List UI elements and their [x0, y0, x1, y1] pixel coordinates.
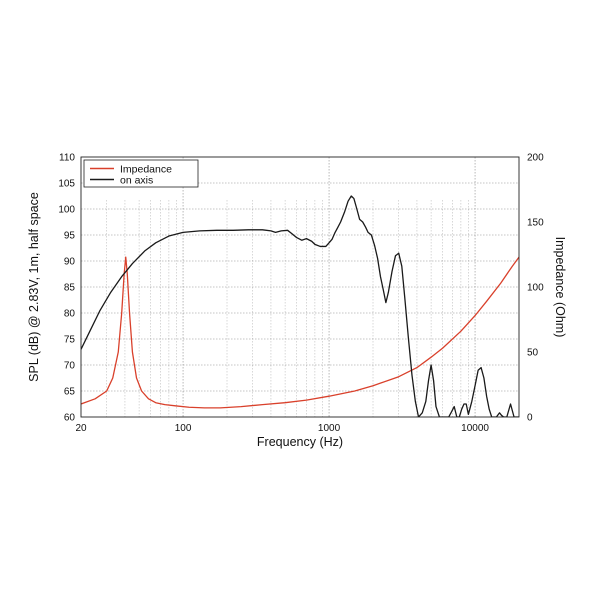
y-tick-label: 75: [64, 335, 76, 346]
x-tick-label: 1000: [318, 423, 341, 434]
tick-labels: 60 65 70 75 80 85 90 95 100 105 110 0 50 100 150 200 20 1…: [58, 153, 544, 435]
y2-tick-label: 0: [527, 413, 533, 424]
legend-label-on-axis: on axis: [120, 174, 153, 186]
legend-box: [83, 159, 199, 188]
plot-frame: [80, 156, 520, 418]
y-tick-label: 110: [59, 153, 75, 164]
series-line-on-axis: [81, 195, 519, 417]
x-tick-label: 20: [75, 423, 87, 434]
y-tick-label: 80: [64, 309, 76, 320]
x-tick-label: 10000: [461, 423, 489, 434]
y-tick-label: 60: [64, 413, 76, 424]
legend: Impedance on axis: [83, 159, 199, 188]
series-layer: [81, 195, 519, 417]
y2-tick-label: 50: [527, 348, 539, 359]
y-tick-label: 105: [58, 179, 75, 190]
y2-tick-label: 100: [527, 283, 544, 294]
x-tick-label: 100: [175, 423, 192, 434]
legend-label-impedance: Impedance: [120, 163, 172, 175]
y2-axis-title: Impedance (Ohm): [553, 237, 567, 338]
grid-lines: [81, 157, 519, 417]
y-tick-label: 70: [64, 361, 76, 372]
y-tick-label: 100: [58, 205, 75, 216]
series-line-impedance: [81, 256, 519, 409]
x-axis-title: Frequency (Hz): [257, 435, 343, 449]
y2-tick-label: 150: [527, 218, 544, 229]
y-tick-label: 90: [64, 257, 76, 268]
y-tick-label: 95: [64, 231, 76, 242]
y-axis-title: SPL (dB) @ 2.83V, 1m, half space: [27, 192, 41, 382]
y-tick-label: 65: [64, 387, 76, 398]
y2-tick-label: 200: [527, 153, 544, 164]
y-tick-label: 85: [64, 283, 76, 294]
